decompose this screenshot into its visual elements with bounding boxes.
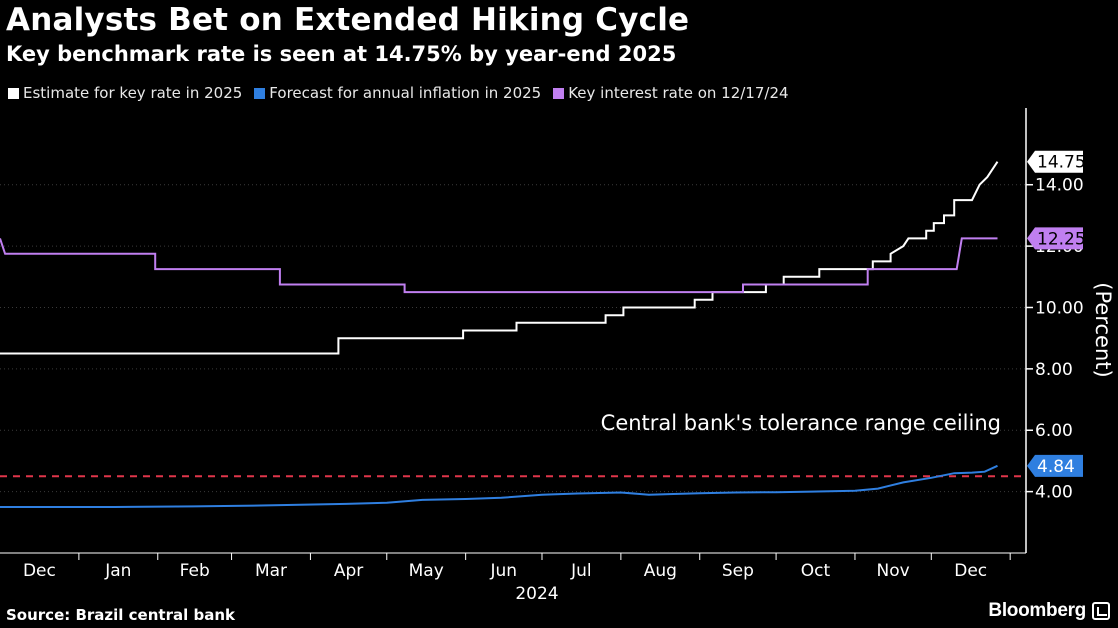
y-tick-label: 4.00 [1035,483,1073,503]
brand-logo: Bloomberg [988,600,1110,622]
y-tick-label: 8.00 [1035,360,1073,380]
x-tick-label: May [409,561,444,581]
series-line-key_rate [0,237,998,294]
y-tick-label: 6.00 [1035,421,1073,441]
x-tick-label: Jan [104,561,131,581]
end-label-tag-inflation [1027,454,1083,477]
end-label-text-estimate: 14.75 [1037,153,1086,173]
x-tick-label: Jun [490,561,518,581]
series-group [0,161,999,508]
legend-swatch-estimate [8,87,19,99]
legend-label-key-rate: Key interest rate on 12/17/24 [568,84,789,102]
tolerance-annotation: Central bank's tolerance range ceiling [601,411,1001,435]
x-tick-label: Nov [877,561,910,581]
y-axis-label: (Percent) [1091,282,1115,377]
legend-item-inflation: Forecast for annual inflation in 2025 [254,84,541,102]
x-tick-label: Jul [570,561,592,581]
end-label-tag-key_rate [1027,227,1083,250]
chart-title: Analysts Bet on Extended Hiking Cycle [6,2,690,38]
reference-line-group: Central bank's tolerance range ceiling [0,411,1026,478]
x-tick-label: Feb [180,561,210,581]
legend-item-key-rate: Key interest rate on 12/17/24 [553,84,789,102]
legend-swatch-inflation [254,87,266,99]
x-tick-label: Apr [334,561,363,581]
axes-group: 4.006.008.0010.0012.0014.00(Percent)DecJ… [0,108,1115,604]
chart-legend: Estimate for key rate in 2025 Forecast f… [8,84,801,102]
end-label-text-key_rate: 12.25 [1037,229,1086,249]
brand-name: Bloomberg [988,600,1086,621]
bloomberg-chart-icon [1092,602,1110,620]
x-tick-label: Dec [23,561,56,581]
series-line-inflation [0,464,998,508]
y-tick-label: 10.00 [1035,298,1084,318]
x-tick-label: Aug [644,561,677,581]
chart-subtitle: Key benchmark rate is seen at 14.75% by … [6,42,677,66]
x-tick-label: Mar [255,561,287,581]
end-label-text-inflation: 4.84 [1037,457,1075,477]
legend-item-estimate: Estimate for key rate in 2025 [8,84,242,102]
x-tick-label: Sep [722,561,754,581]
gridlines [0,184,1026,493]
end-labels-group: 14.75 12.25 4.84 [1027,150,1086,477]
x-axis-label: 2024 [515,584,558,604]
x-tick-label: Dec [954,561,987,581]
legend-label-estimate: Estimate for key rate in 2025 [23,84,243,102]
series-line-estimate [0,161,999,355]
legend-label-inflation: Forecast for annual inflation in 2025 [269,84,542,102]
y-tick-label: 14.00 [1035,176,1084,196]
legend-swatch-key-rate [553,87,565,99]
end-label-tag-estimate [1027,150,1083,173]
source-note: Source: Brazil central bank [6,606,235,624]
x-tick-label: Oct [801,561,831,581]
